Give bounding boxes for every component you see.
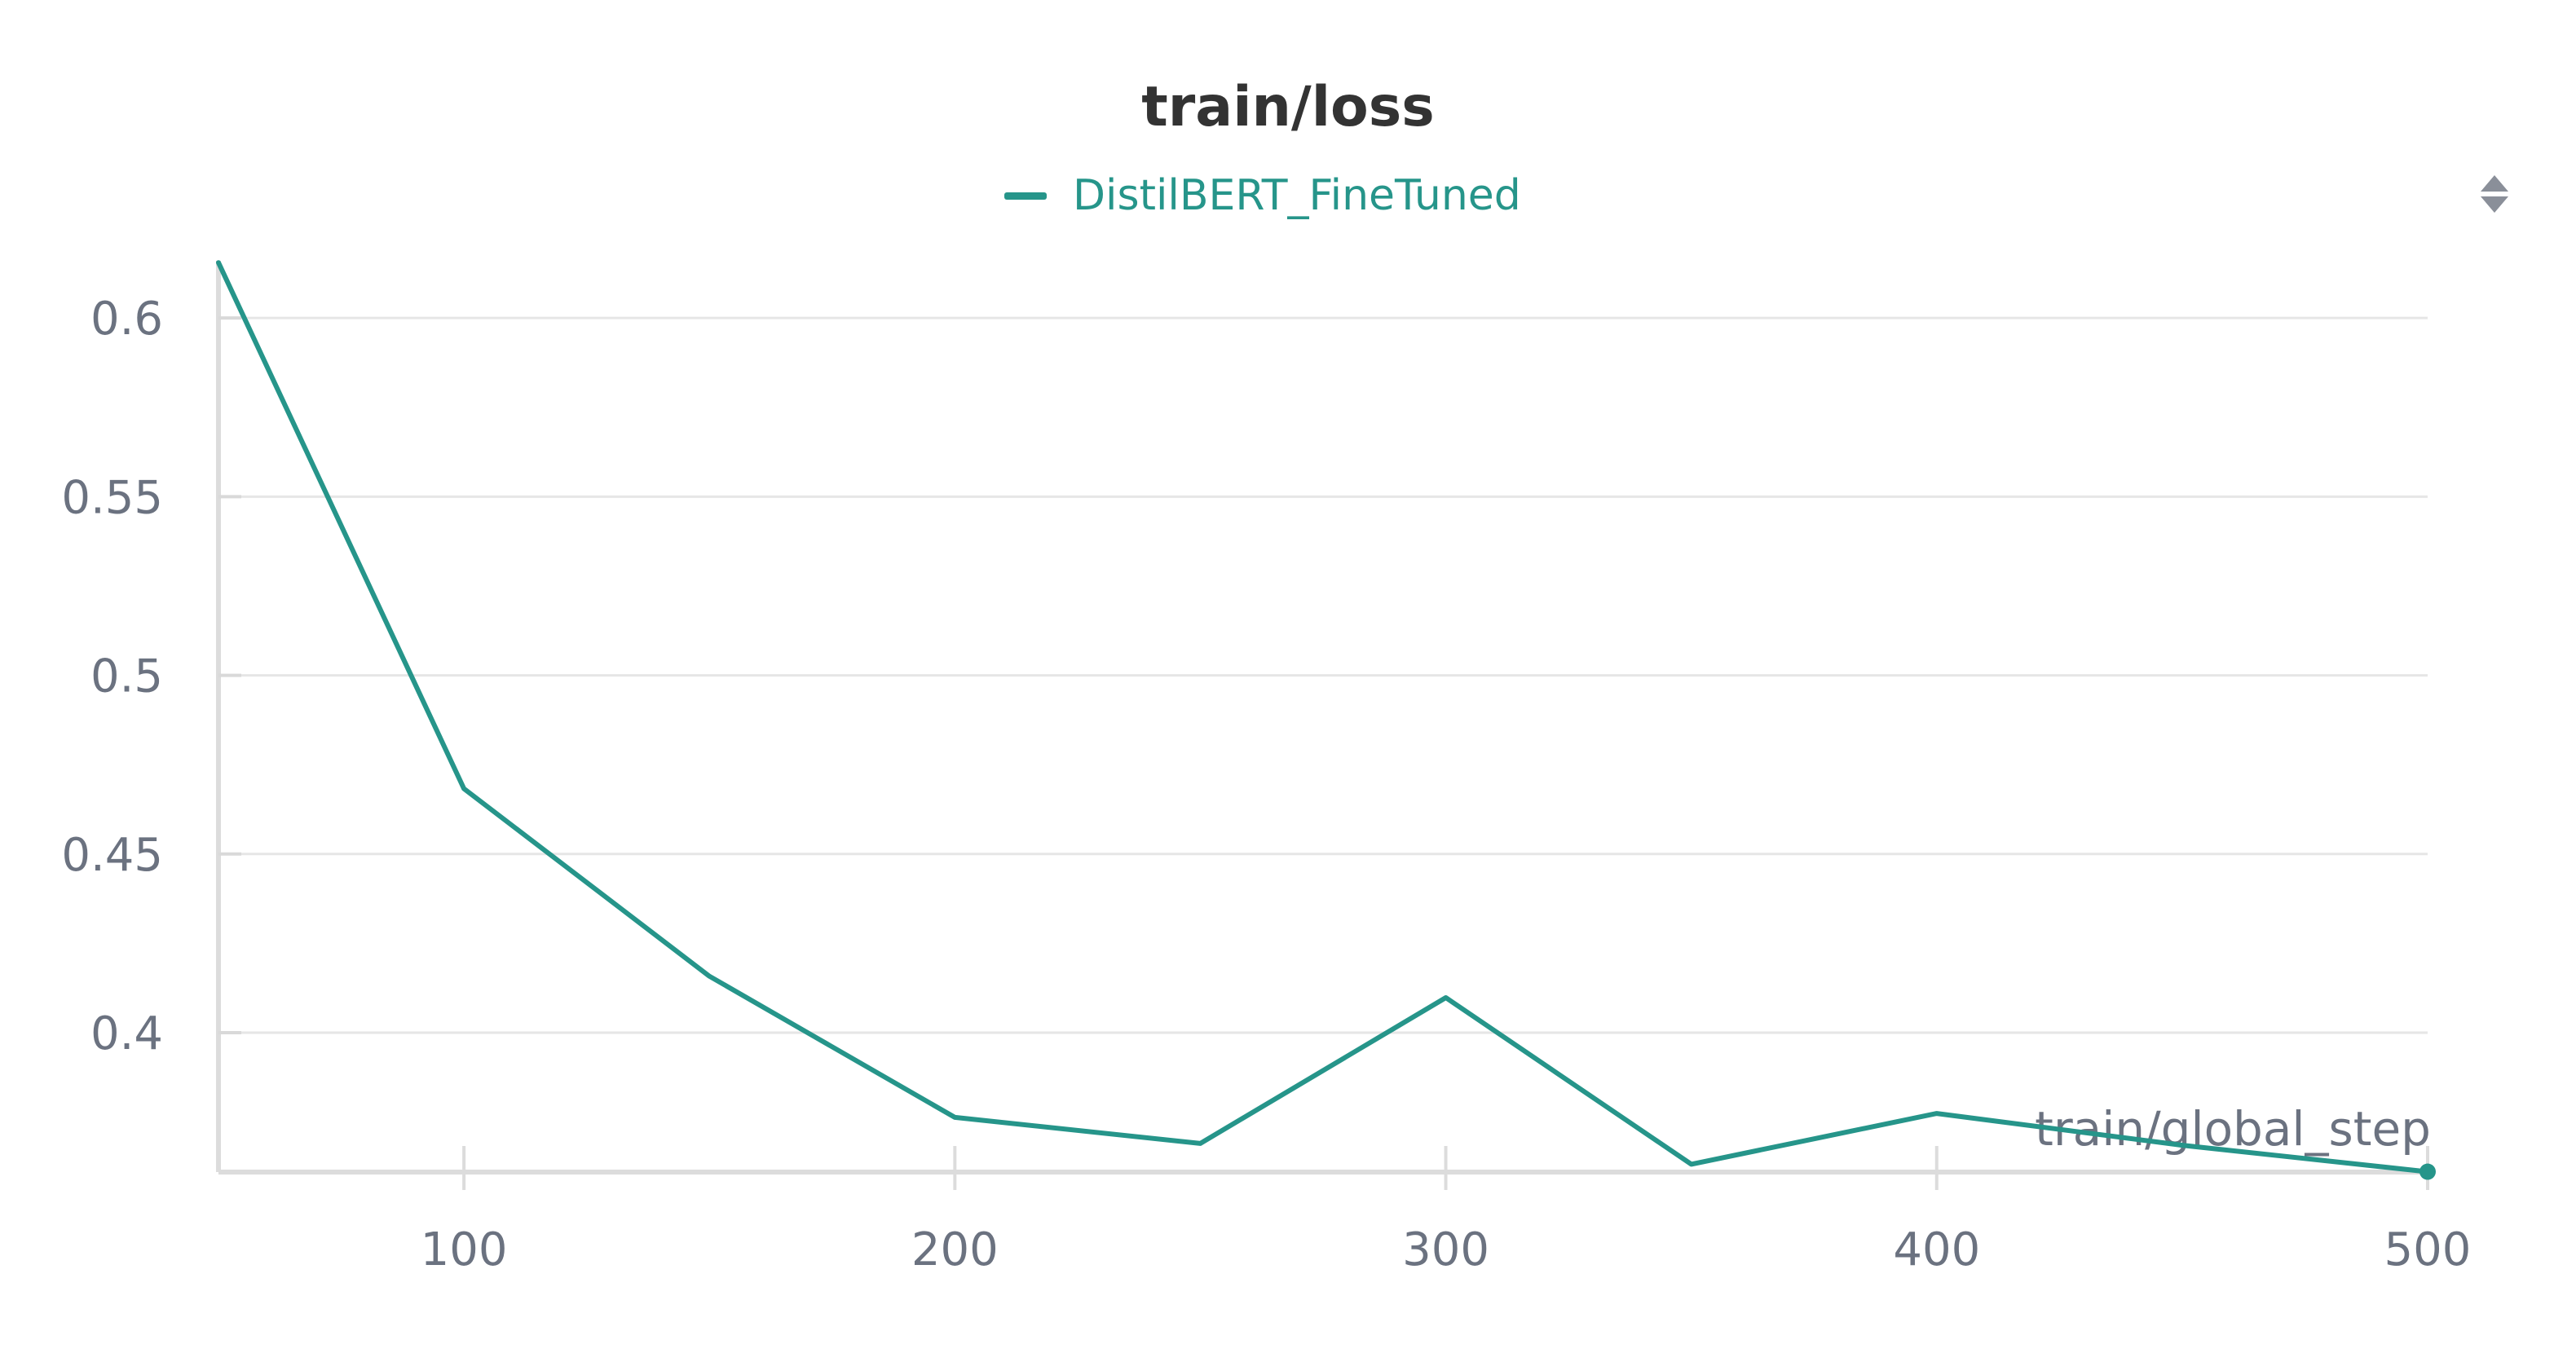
sort-down-icon: [2481, 196, 2508, 213]
x-tick-label: 400: [1893, 1223, 1980, 1276]
x-tick-label: 100: [421, 1223, 508, 1276]
y-tick-label: 0.4: [90, 1007, 163, 1060]
legend-label: DistilBERT_FineTuned: [1073, 171, 1521, 220]
axes-layer: [216, 261, 2428, 1175]
x-tick-label: 300: [1402, 1223, 1489, 1276]
legend[interactable]: DistilBERT_FineTuned: [1004, 167, 1521, 224]
series-layer: [216, 260, 2436, 1180]
sort-updown-icon[interactable]: [2478, 170, 2511, 218]
sort-up-icon: [2481, 175, 2508, 192]
x-axis-label: train/global_step: [2035, 1101, 2431, 1157]
legend-swatch: [1004, 192, 1047, 200]
y-tick-label: 0.45: [61, 829, 163, 882]
x-tick-label: 500: [2384, 1223, 2472, 1276]
x-tick-label: 200: [911, 1223, 999, 1276]
chart-title: train/loss: [1141, 75, 1435, 139]
series-end-point: [2419, 1163, 2436, 1180]
series-line: [216, 260, 2430, 1175]
y-tick-label: 0.5: [90, 650, 163, 703]
y-tick-label: 0.6: [90, 293, 163, 346]
grid-layer: [218, 316, 2428, 1034]
y-tick-label: 0.55: [61, 471, 163, 524]
ticks-layer: 0.4 0.45 0.5 0.55 0.6 100 200 300 400 500: [61, 293, 2471, 1276]
